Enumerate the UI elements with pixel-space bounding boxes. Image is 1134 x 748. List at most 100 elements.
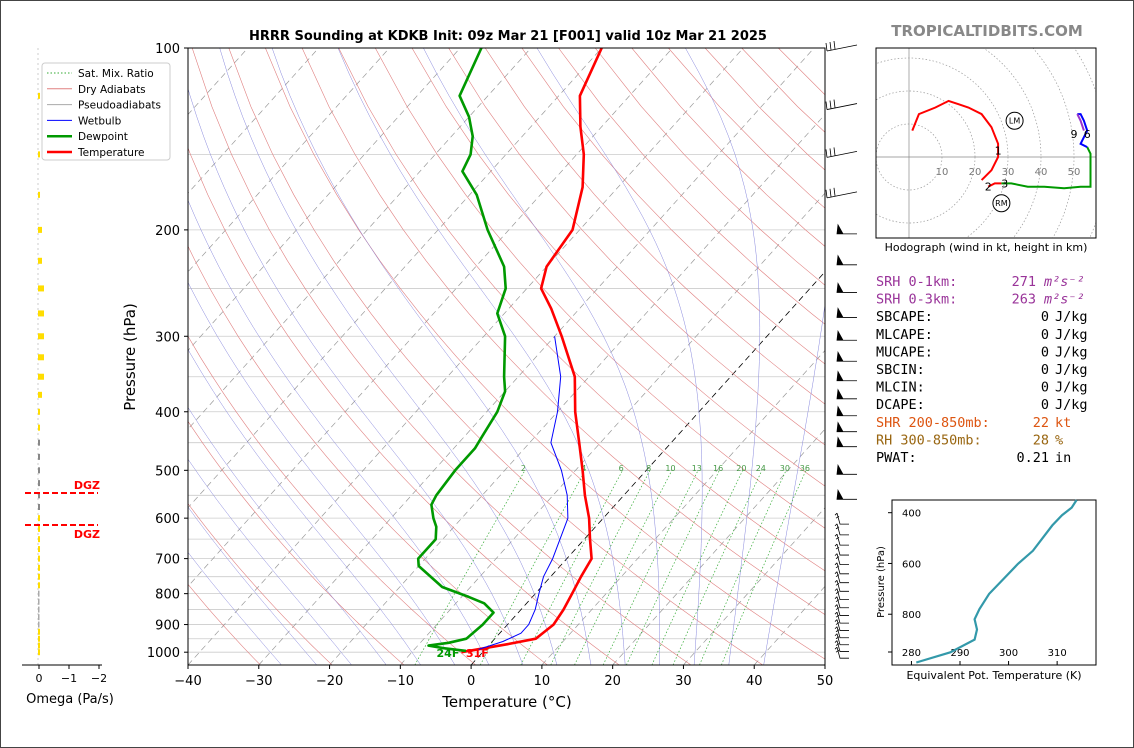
wind-barb <box>836 307 857 318</box>
index-unit: J/kg <box>1055 309 1088 325</box>
mixing-ratio-label: 16 <box>713 464 723 473</box>
omega-bar <box>38 480 40 487</box>
hodograph-trace-2-3km <box>987 182 1002 188</box>
omega-bar <box>38 151 40 158</box>
index-label: SRH 0-1km: <box>876 274 957 290</box>
omega-tick-label-0: 0 <box>36 672 43 685</box>
wind-barb <box>836 405 857 417</box>
hodograph-ring-label: 20 <box>969 167 982 178</box>
hodograph-ring <box>876 123 943 191</box>
legend-label-dew: Dewpoint <box>78 131 128 143</box>
wind-barb <box>836 421 857 433</box>
dry-adiabat-line <box>188 503 333 665</box>
y-tick-label: 600 <box>155 512 180 527</box>
hodograph-marker-label: RM <box>995 199 1008 208</box>
isotherm-line <box>329 113 825 665</box>
omega-bar <box>38 226 42 233</box>
index-value: 271 <box>1012 274 1036 290</box>
isotherm-line <box>400 192 825 665</box>
omega-bar <box>38 424 40 431</box>
omega-bar <box>38 555 40 562</box>
wind-barb <box>834 543 849 556</box>
omega-bar <box>38 546 40 553</box>
wind-barb <box>836 254 857 266</box>
hodograph-trace-0-3km <box>911 99 1000 181</box>
dry-adiabat-line <box>188 420 405 665</box>
hodograph-ring-label: 50 <box>1068 167 1081 178</box>
omega-x-label: Omega (Pa/s) <box>26 692 114 707</box>
omega-bar <box>38 598 40 605</box>
wind-barb <box>834 611 849 624</box>
index-value: 0.21 <box>1016 450 1049 466</box>
isotherm-line <box>188 48 390 273</box>
dry-adiabat-line <box>191 48 692 665</box>
x-tick-label: 10 <box>534 674 551 689</box>
index-unit: J/kg <box>1055 397 1088 413</box>
series-wetbulb-line <box>477 336 569 651</box>
x-tick-label: −10 <box>387 674 414 689</box>
omega-bar <box>38 525 40 532</box>
pseudoadiabat-line <box>219 48 558 665</box>
pseudoadiabat-line <box>188 281 456 665</box>
wind-barb <box>834 588 849 601</box>
pseudoadiabat-line <box>337 48 626 665</box>
wind-barb <box>836 329 857 341</box>
wind-barb <box>825 147 858 158</box>
dry-adiabat-line <box>558 48 825 325</box>
dgz-bottom-label: DGZ <box>74 528 100 541</box>
index-value: 263 <box>1012 292 1036 308</box>
legend-label-dry: Dry Adiabats <box>78 84 146 96</box>
dry-adiabat-line <box>448 48 825 446</box>
x-tick-label: 40 <box>746 674 763 689</box>
omega-panel: DGZ DGZ 0 −1 −2 Omega (Pa/s) <box>22 48 114 707</box>
mixing-ratio-label: 20 <box>736 464 746 473</box>
mixing-ratio-line <box>574 470 673 665</box>
wind-barb <box>836 282 857 293</box>
pseudoadiabat-line <box>423 48 660 665</box>
hodograph-marker-circle <box>1005 111 1024 130</box>
wind-barb <box>836 388 857 400</box>
hodograph-marker-circle <box>992 194 1011 213</box>
isotherm-line <box>188 48 461 351</box>
legend-box <box>41 62 171 161</box>
pseudoadiabat-line <box>685 48 761 665</box>
pseudoadiabat-line <box>271 48 592 665</box>
theta-e-x-tick-label: 310 <box>1048 648 1067 659</box>
index-label: SHR 200-850mb: <box>876 415 990 431</box>
hodograph-height-label: 1 <box>995 144 1002 157</box>
isotherm-line <box>541 349 825 665</box>
x-tick-label: 20 <box>604 674 621 689</box>
pseudoadiabat-line <box>188 458 352 665</box>
hodograph-ring-label: 30 <box>1002 167 1015 178</box>
index-value: 0 <box>1041 380 1049 396</box>
isotherm-line <box>258 48 815 665</box>
wind-barb <box>836 223 857 235</box>
legend-label-wet: Wetbulb <box>78 115 122 127</box>
mixing-ratio-line <box>520 470 623 665</box>
wind-barb <box>834 512 849 525</box>
index-label: RH 300-850mb: <box>876 432 982 448</box>
mixing-ratio-line <box>721 470 807 665</box>
hodograph-trace-3-6km <box>1001 146 1092 190</box>
theta-e-panel: 280 290 300 310 400 600 800 Equivalent Pot. Te… <box>876 499 1097 682</box>
omega-bar <box>38 92 40 99</box>
index-unit: kt <box>1055 415 1071 431</box>
wind-barbs <box>825 40 858 659</box>
omega-bar <box>38 536 40 543</box>
skewt-x-label: Temperature (°C) <box>441 693 571 711</box>
index-label: SBCAPE: <box>876 309 933 325</box>
y-tick-label: 500 <box>155 464 180 479</box>
omega-bar <box>38 453 40 460</box>
mixing-ratio-line <box>602 470 699 665</box>
omega-bar <box>38 503 40 510</box>
mixing-ratio-line <box>672 470 763 665</box>
omega-bar <box>38 635 40 642</box>
omega-bar <box>38 439 40 446</box>
omega-bar <box>38 614 40 621</box>
index-unit: in <box>1055 450 1071 466</box>
wind-barb <box>836 350 857 362</box>
index-unit: % <box>1055 432 1063 448</box>
series-dewpoint-line <box>416 48 507 653</box>
skewt-y-label: Pressure (hPa) <box>121 303 139 411</box>
wind-barb <box>834 633 849 646</box>
